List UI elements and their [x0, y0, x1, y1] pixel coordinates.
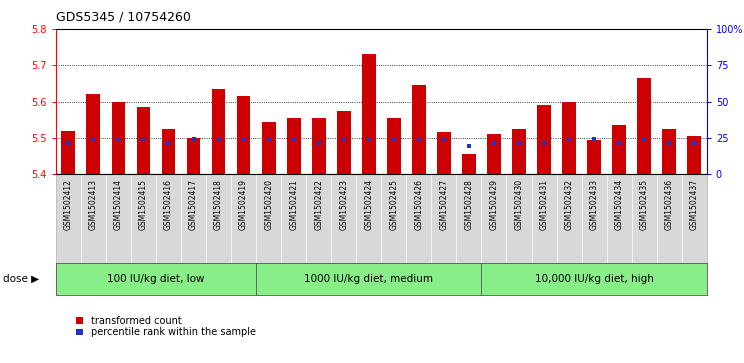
Text: GSM1502430: GSM1502430 [515, 179, 524, 230]
Bar [211, 89, 225, 174]
Legend: transformed count, percentile rank within the sample: transformed count, percentile rank withi… [76, 315, 256, 338]
Text: GSM1502420: GSM1502420 [264, 179, 273, 230]
Bar [587, 140, 601, 174]
Bar [462, 154, 476, 174]
Text: GSM1502425: GSM1502425 [389, 179, 398, 230]
Text: GSM1502435: GSM1502435 [640, 179, 649, 230]
Text: GSM1502424: GSM1502424 [365, 179, 373, 230]
Bar [112, 102, 125, 174]
Bar [437, 132, 451, 174]
Bar [638, 78, 651, 174]
Text: GSM1502434: GSM1502434 [615, 179, 623, 230]
Text: GSM1502432: GSM1502432 [565, 179, 574, 230]
Bar [512, 129, 526, 174]
Text: GSM1502415: GSM1502415 [139, 179, 148, 230]
Text: dose ▶: dose ▶ [3, 274, 39, 284]
Text: 1000 IU/kg diet, medium: 1000 IU/kg diet, medium [304, 274, 433, 284]
Bar [562, 102, 576, 174]
Bar [237, 96, 251, 174]
Text: GSM1502417: GSM1502417 [189, 179, 198, 230]
Bar [137, 107, 150, 174]
Text: GSM1502421: GSM1502421 [289, 179, 298, 229]
Text: GSM1502414: GSM1502414 [114, 179, 123, 230]
Text: GSM1502426: GSM1502426 [414, 179, 423, 230]
Text: GSM1502412: GSM1502412 [64, 179, 73, 229]
Bar [537, 105, 551, 174]
Bar [662, 129, 676, 174]
Bar [86, 94, 100, 174]
Bar [412, 85, 426, 174]
Bar [187, 138, 200, 174]
Text: GSM1502437: GSM1502437 [690, 179, 699, 230]
Bar [286, 118, 301, 174]
Bar [62, 131, 75, 174]
Text: GSM1502422: GSM1502422 [314, 179, 323, 229]
Text: GSM1502436: GSM1502436 [664, 179, 674, 230]
Bar [362, 54, 376, 174]
Text: GSM1502413: GSM1502413 [89, 179, 98, 230]
Text: GDS5345 / 10754260: GDS5345 / 10754260 [56, 11, 190, 24]
Bar [487, 134, 501, 174]
Bar [687, 136, 701, 174]
Text: GSM1502427: GSM1502427 [440, 179, 449, 230]
Bar [612, 125, 626, 174]
Bar [387, 118, 401, 174]
Text: GSM1502423: GSM1502423 [339, 179, 348, 230]
Text: GSM1502416: GSM1502416 [164, 179, 173, 230]
Text: GSM1502431: GSM1502431 [539, 179, 548, 230]
Text: 10,000 IU/kg diet, high: 10,000 IU/kg diet, high [535, 274, 653, 284]
Text: 100 IU/kg diet, low: 100 IU/kg diet, low [107, 274, 205, 284]
Text: GSM1502418: GSM1502418 [214, 179, 223, 229]
Text: GSM1502428: GSM1502428 [464, 179, 473, 229]
Bar [337, 111, 350, 174]
Text: GSM1502429: GSM1502429 [490, 179, 498, 230]
Text: GSM1502419: GSM1502419 [239, 179, 248, 230]
Text: GSM1502433: GSM1502433 [590, 179, 599, 230]
Bar [312, 118, 326, 174]
Bar [161, 129, 176, 174]
Bar [262, 122, 275, 174]
